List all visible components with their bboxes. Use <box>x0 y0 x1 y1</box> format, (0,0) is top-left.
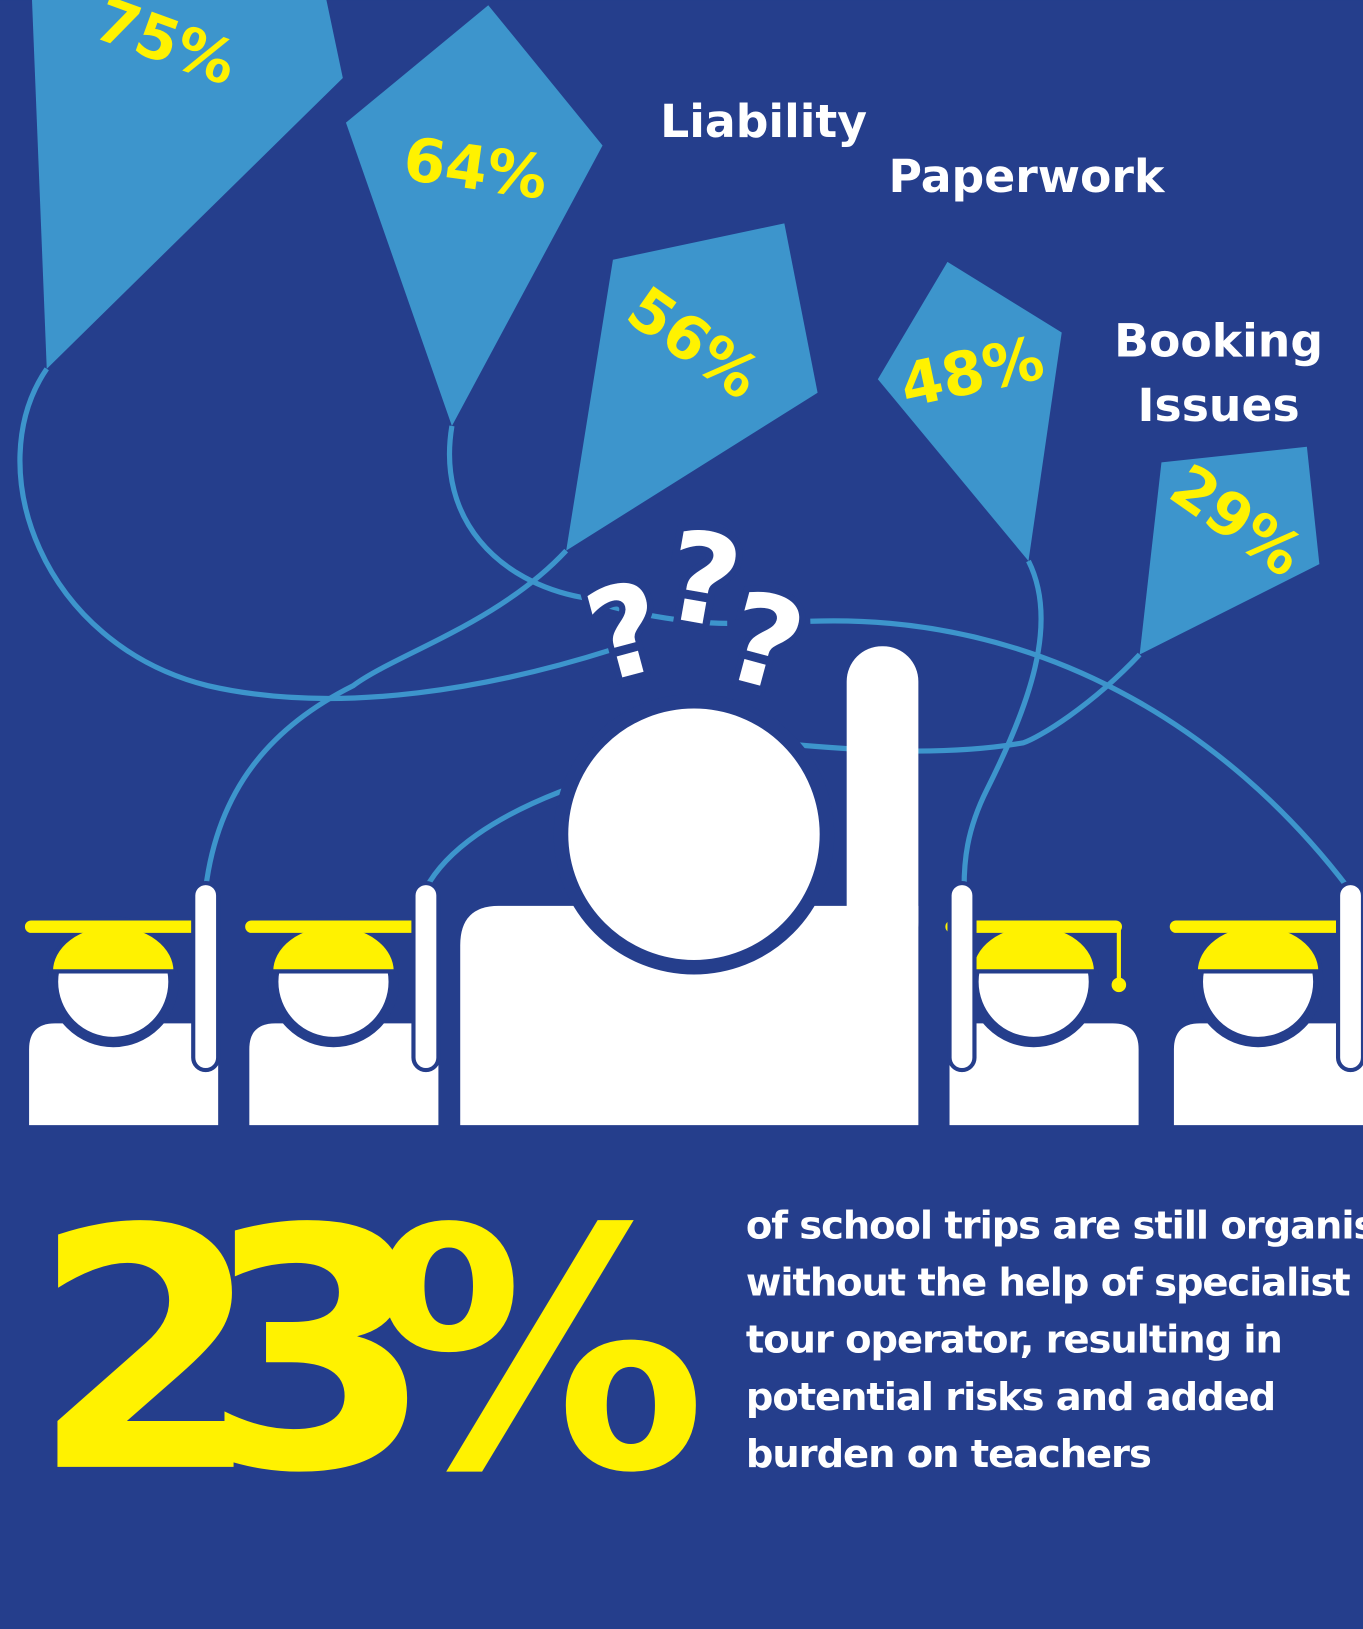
label: Issues <box>1138 379 1300 432</box>
kite-string <box>17 367 614 702</box>
description-line: without the help of specialist <box>746 1260 1350 1305</box>
raised-arm <box>1335 880 1363 1073</box>
description-line: of school trips are still organised <box>746 1203 1363 1248</box>
kite <box>566 223 818 551</box>
description-line: potential risks and added <box>746 1375 1275 1420</box>
description-line: tour operator, resulting in <box>746 1318 1282 1363</box>
teacher-arm <box>846 646 919 958</box>
raised-arm <box>411 880 441 1073</box>
kite <box>31 0 343 369</box>
teacher-head <box>553 693 835 975</box>
students <box>24 880 1363 1126</box>
cap-board <box>945 920 1122 933</box>
tassel-end <box>1111 977 1127 993</box>
student-body <box>29 1023 219 1126</box>
strings <box>17 367 1351 890</box>
cap-board <box>24 920 202 933</box>
kite <box>877 261 1062 562</box>
student-body <box>949 1023 1139 1126</box>
kite-string <box>203 548 569 889</box>
people <box>24 646 1363 1126</box>
kite <box>1139 446 1320 655</box>
stat-value: 23% <box>31 1159 706 1546</box>
teacher-body <box>460 905 919 1126</box>
kite-string <box>446 425 728 626</box>
student-body <box>249 1023 439 1126</box>
label: Paperwork <box>888 150 1166 203</box>
description-line: burden on teachers <box>746 1432 1151 1477</box>
cap-board <box>1169 920 1347 933</box>
raised-arm <box>191 880 221 1073</box>
kite-string <box>961 559 1044 889</box>
stat-description: of school trips are still organised with… <box>746 1203 1363 1477</box>
kite-string <box>810 618 1351 890</box>
student-body <box>1173 1023 1363 1126</box>
kite-string <box>423 652 1142 890</box>
kites <box>31 0 1320 655</box>
cap-board <box>245 920 422 933</box>
label: Liability <box>660 95 867 148</box>
raised-arm <box>947 880 977 1073</box>
label: Booking <box>1114 314 1323 367</box>
kite <box>345 5 603 426</box>
